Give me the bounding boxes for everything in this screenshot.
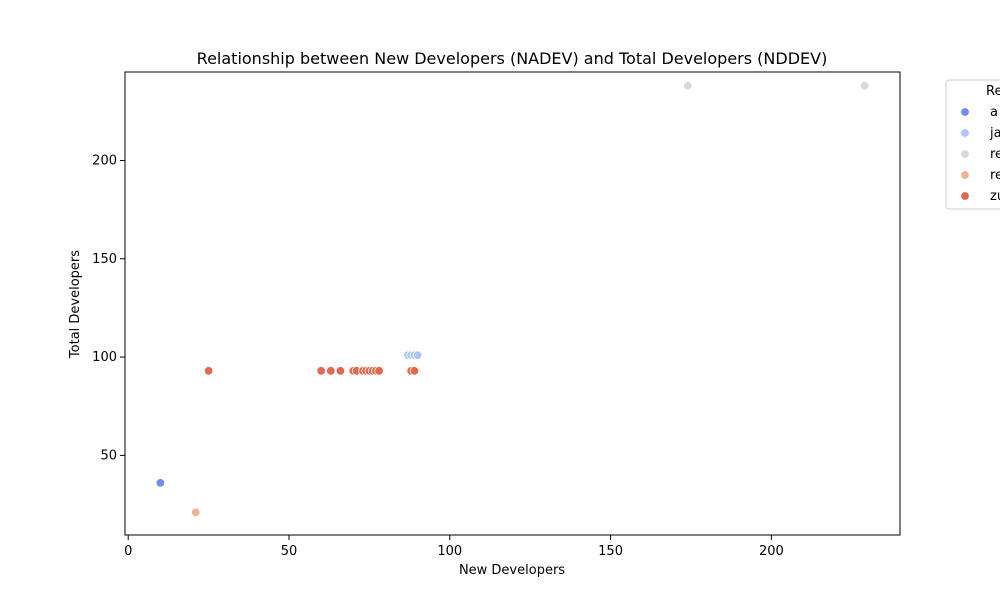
legend-label: re (990, 168, 1000, 183)
y-axis-label: Total Developers (68, 250, 83, 359)
x-tick-label: 200 (759, 544, 784, 559)
legend-marker (960, 128, 970, 138)
chart-title: Relationship between New Developers (NAD… (197, 49, 828, 68)
x-axis: 0 50 100 150 200 (124, 535, 784, 559)
x-tick-label: 150 (598, 544, 623, 559)
data-point-series-0 (155, 478, 166, 488)
legend-marker (960, 191, 970, 201)
legend-label: zu (990, 189, 1000, 204)
y-tick-label: 200 (92, 153, 117, 168)
data-point-series-4 (374, 366, 384, 376)
data-point-series-2 (859, 81, 870, 91)
legend-title: Re (986, 84, 1000, 99)
legend-marker (960, 107, 970, 117)
y-axis: 50 100 150 200 (92, 153, 125, 463)
y-tick-label: 150 (92, 252, 117, 267)
data-point-series-2 (683, 81, 693, 91)
x-tick-label: 0 (124, 544, 132, 559)
legend-box (945, 79, 1000, 210)
data-point-series-1 (412, 350, 423, 360)
legend-label: a (990, 105, 998, 120)
plot-area (124, 71, 901, 536)
data-point-series-4 (203, 366, 214, 376)
x-tick-label: 100 (437, 544, 462, 559)
y-tick-label: 50 (100, 448, 117, 463)
data-point-series-4 (316, 366, 326, 376)
y-tick-label: 100 (92, 350, 117, 365)
legend-items: a ja re re zu (960, 105, 1000, 204)
legend-label: ja (989, 126, 1000, 141)
legend-marker (960, 170, 970, 180)
legend: Re a ja re re zu (945, 79, 1000, 210)
data-point-series-4 (326, 366, 336, 376)
data-point-series-3 (191, 507, 201, 518)
scatter-points (155, 81, 870, 518)
x-tick-label: 50 (281, 544, 298, 559)
legend-marker (960, 149, 970, 159)
legend-label: re (990, 147, 1000, 162)
x-axis-label: New Developers (459, 563, 565, 578)
data-point-series-4 (335, 366, 346, 376)
data-point-series-4 (409, 366, 420, 376)
